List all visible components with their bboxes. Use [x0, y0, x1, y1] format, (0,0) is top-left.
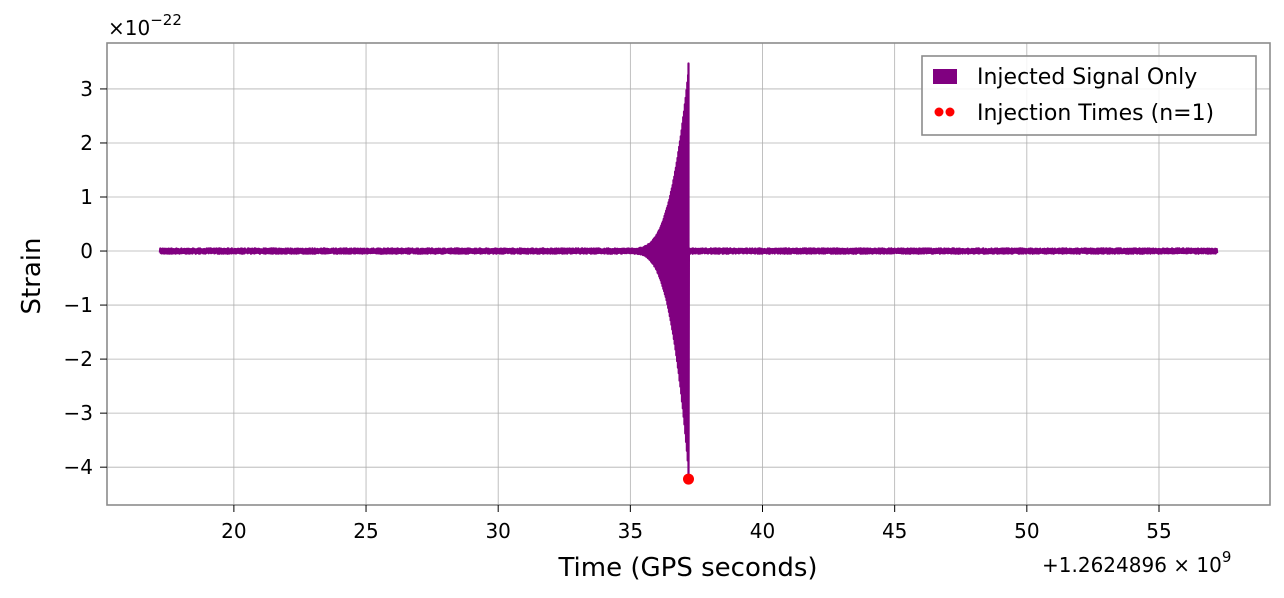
x-tick-label: 35	[618, 519, 643, 543]
legend-label-injected-signal: Injected Signal Only	[977, 65, 1197, 90]
legend-label-injection-times: Injection Times (n=1)	[977, 101, 1214, 126]
series-layer	[158, 62, 1219, 485]
x-tick-label: 40	[750, 519, 775, 543]
y-tick-label: −2	[64, 347, 93, 371]
x-tick-label: 20	[221, 519, 246, 543]
x-tick-label: 55	[1146, 519, 1171, 543]
y-tick-label: 1	[80, 185, 93, 209]
y-axis-ticks: 3 2 1 0 −1 −2 −3 −4	[64, 77, 107, 479]
y-axis-title: Strain	[17, 237, 47, 314]
legend-marker-injection-times	[945, 107, 955, 117]
x-axis-title: Time (GPS seconds)	[557, 553, 817, 583]
legend: Injected Signal Only Injection Times (n=…	[921, 55, 1257, 136]
y-scale-factor: ×10−22	[108, 11, 182, 40]
x-tick-label: 30	[485, 519, 510, 543]
y-tick-label: −1	[64, 293, 93, 317]
legend-swatch-injected-signal	[933, 69, 957, 84]
y-tick-label: 2	[80, 131, 93, 155]
plot-area-frame	[106, 42, 1271, 506]
y-tick-label: −3	[64, 401, 93, 425]
injection-time-marker	[683, 473, 694, 485]
legend-marker-injection-times	[934, 107, 944, 117]
y-tick-label: 0	[80, 239, 93, 263]
y-tick-label: −4	[64, 455, 93, 479]
signal-line-injected	[158, 62, 1219, 481]
x-tick-label: 25	[353, 519, 378, 543]
x-tick-label: 50	[1014, 519, 1039, 543]
x-offset-label: +1.2624896 × 109	[1042, 548, 1231, 577]
x-tick-label: 45	[882, 519, 907, 543]
x-axis-ticks: 20 25 30 35 40 45 50 55	[221, 505, 1172, 543]
legend-box	[921, 55, 1257, 136]
y-tick-label: 3	[80, 77, 93, 101]
